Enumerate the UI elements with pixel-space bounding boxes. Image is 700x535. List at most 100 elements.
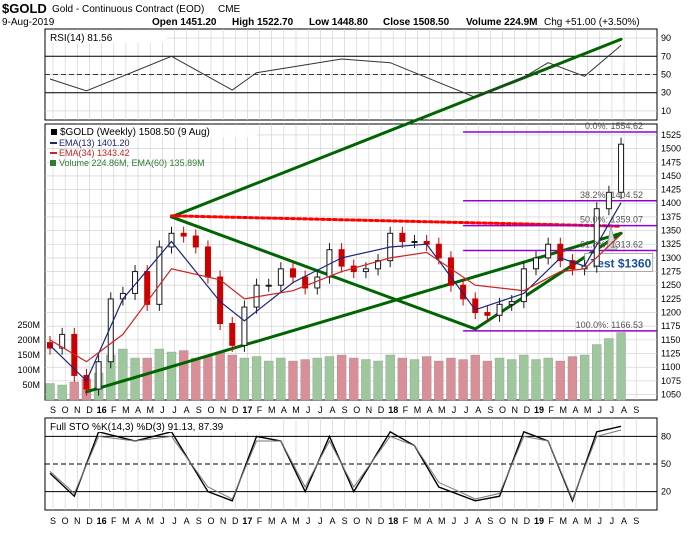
volume-bar: [421, 356, 432, 401]
volume-bar: [154, 348, 165, 401]
price-candle-body: [302, 276, 309, 289]
fib-level-label: 61.8%: 1313.62: [580, 239, 643, 249]
price-y-tick-label: 1425: [661, 185, 681, 195]
price-y-tick-label: 1350: [661, 226, 681, 236]
price-x-tick-label: S: [342, 405, 348, 415]
sto-x-tick-label: A: [184, 516, 190, 526]
price-y-tick-label: 1100: [661, 362, 680, 372]
overlay-layer: Test $1360: [84, 37, 657, 394]
price-y-tick-label: 1175: [661, 321, 680, 331]
volume-bar: [264, 360, 274, 401]
price-x-tick-label: S: [50, 405, 56, 415]
price-candle-body: [314, 276, 321, 289]
sto-x-tick-label: J: [306, 516, 311, 526]
sto-x-tick-label: M: [584, 516, 592, 526]
test-annotation-pointer: [606, 226, 618, 250]
volume-bar: [300, 359, 310, 401]
volume-bar: [45, 383, 55, 401]
price-x-tick-label: F: [403, 405, 409, 415]
rsi-y-tick-label: 30: [661, 88, 671, 98]
volume-bar: [373, 360, 383, 401]
sto-x-tick-label: O: [207, 516, 214, 526]
volume-bar: [409, 359, 420, 401]
price-x-tick-label: D: [232, 405, 239, 415]
grid-layer: [45, 29, 657, 510]
fib-level-label: 38.2%: 1404.52: [580, 190, 643, 200]
sto-x-tick-label: F: [257, 516, 263, 526]
sto-x-tick-label: 19: [534, 516, 544, 526]
price-candle-body: [265, 284, 272, 287]
ema34-line: [49, 233, 622, 363]
price-x-tick-label: A: [135, 405, 141, 415]
price-x-tick-label: 18: [388, 405, 398, 415]
price-x-tick-label: M: [438, 405, 446, 415]
sto-x-tick-label: A: [281, 516, 287, 526]
volume-bar: [57, 384, 67, 401]
price-candle-body: [593, 208, 600, 267]
sto-x-tick-label: A: [621, 516, 627, 526]
price-x-tick-label: N: [366, 405, 373, 415]
volume-y-tick-label: 150M: [17, 350, 40, 360]
price-x-tick-label: D: [378, 405, 385, 415]
price-y-tick-label: 1300: [661, 253, 681, 263]
price-x-tick-label: 19: [534, 405, 544, 415]
sto-x-tick-label: 18: [388, 516, 398, 526]
legend-ema34: EMA(34) 1343.42: [59, 148, 130, 158]
chart-date: 9-Aug-2019: [2, 17, 55, 28]
sto-x-tick-label: M: [122, 516, 130, 526]
rsi-y-tick-label: 50: [661, 70, 671, 80]
channel-upper-line: [170, 37, 623, 219]
price-x-tick-label: J: [610, 405, 615, 415]
price-candle-body: [569, 260, 576, 270]
price-y-tick-label: 1200: [661, 308, 681, 318]
price-candle-body: [290, 268, 296, 278]
price-candle-body: [217, 276, 224, 324]
sto-x-tick-label: S: [196, 516, 202, 526]
price-x-tick-label: M: [122, 405, 130, 415]
volume-bar: [203, 356, 213, 401]
volume-bar: [69, 381, 79, 401]
sto-y-tick-label: 20: [661, 487, 671, 497]
sto-x-tick-label: J: [318, 516, 323, 526]
header-change: Chg +51.00 (+3.50%): [544, 17, 640, 28]
price-candle-body: [605, 191, 612, 210]
volume-bar: [349, 357, 359, 401]
price-candle-body: [192, 235, 199, 248]
sto-x-tick-label: N: [366, 516, 373, 526]
sto-x-tick-label: S: [50, 516, 56, 526]
sto-x-tick-label: M: [292, 516, 300, 526]
price-candle-body: [95, 361, 102, 390]
volume-bar: [215, 351, 225, 401]
price-y-tick-label: 1050: [661, 390, 681, 400]
price-candle-body: [362, 268, 369, 273]
price-x-tick-label: A: [427, 405, 433, 415]
fib-level-label: 50.0%: 1359.07: [580, 215, 643, 225]
price-candle-body: [399, 232, 406, 243]
price-y-tick-label: 1125: [661, 349, 680, 359]
price-candle-body: [156, 246, 163, 305]
volume-bar: [470, 354, 480, 401]
volume-bar: [494, 357, 505, 401]
price-x-tick-label: J: [452, 405, 457, 415]
price-x-tick-label: F: [257, 405, 263, 415]
volume-bar: [288, 360, 298, 401]
volume-bar: [142, 357, 152, 401]
test-annotation-label: Test $1360: [591, 256, 652, 270]
price-candle-body: [520, 268, 527, 303]
sto-x-tick-label: N: [511, 516, 518, 526]
price-x-tick-label: A: [475, 405, 481, 415]
price-x-tick-label: M: [414, 405, 422, 415]
price-x-tick-label: D: [524, 405, 531, 415]
sto-y-tick-label: 80: [661, 431, 671, 441]
volume-bar: [227, 354, 237, 401]
header-high: High 1522.70: [232, 17, 294, 28]
price-x-tick-label: 17: [242, 405, 252, 415]
resistance-line: [170, 214, 623, 228]
volume-bar: [482, 360, 493, 401]
price-candle-body: [618, 143, 625, 193]
price-candle-body: [472, 298, 479, 314]
volume-bar: [531, 359, 541, 401]
price-candle-body: [107, 298, 114, 363]
